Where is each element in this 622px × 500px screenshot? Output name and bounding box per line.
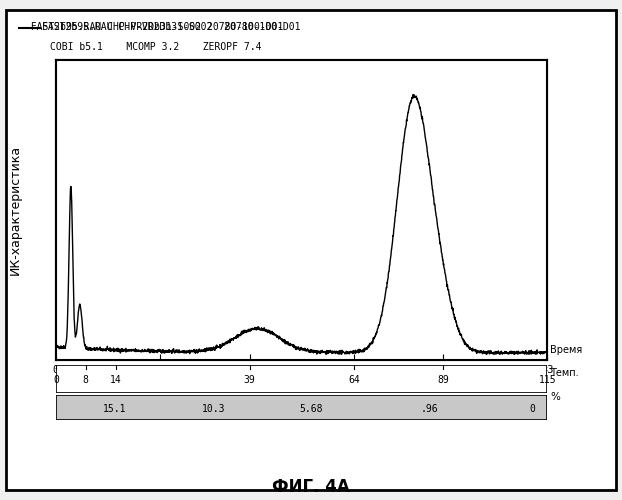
Text: 89: 89 (437, 375, 449, 385)
Text: %: % (550, 392, 560, 402)
Text: Темп.: Темп. (550, 368, 579, 378)
Text: 0: 0 (53, 375, 59, 385)
Text: 10.3: 10.3 (202, 404, 225, 413)
Text: 80:20: 80:20 (236, 121, 290, 139)
Text: .96: .96 (420, 404, 439, 413)
FancyBboxPatch shape (56, 60, 547, 360)
Text: COBI b5.1    MCOMP 3.2    ZEROPF 7.4: COBI b5.1 MCOMP 3.2 ZEROPF 7.4 (50, 42, 261, 52)
FancyBboxPatch shape (6, 10, 616, 490)
Text: 03-19-1998: 03-19-1998 (479, 70, 541, 80)
Text: 15.1: 15.1 (103, 404, 127, 413)
Text: ИК-характеристика: ИК-характеристика (9, 145, 22, 275)
Text: 14: 14 (109, 375, 121, 385)
Text: FAST2b95.RAU CHP-VR2Db31-S002  20780-100-D01: FAST2b95.RAU CHP-VR2Db31-S002 20780-100-… (42, 22, 301, 32)
Text: 39: 39 (244, 375, 256, 385)
Text: ФИГ. 4А: ФИГ. 4А (272, 478, 350, 496)
Text: 64: 64 (348, 375, 360, 385)
FancyBboxPatch shape (56, 395, 547, 420)
Text: 115: 115 (539, 375, 556, 385)
Text: — FAST2b95.RAU CHP-VR2Db31-S002 20780-100-D01: — FAST2b95.RAU CHP-VR2Db31-S002 20780-10… (19, 22, 283, 32)
Text: 0: 0 (530, 404, 536, 413)
Text: Время: Время (550, 345, 583, 355)
FancyBboxPatch shape (56, 365, 547, 392)
Text: 8: 8 (83, 375, 89, 385)
Text: Al/2r  67: Al/2r 67 (205, 161, 303, 179)
Text: 5.68: 5.68 (300, 404, 323, 413)
